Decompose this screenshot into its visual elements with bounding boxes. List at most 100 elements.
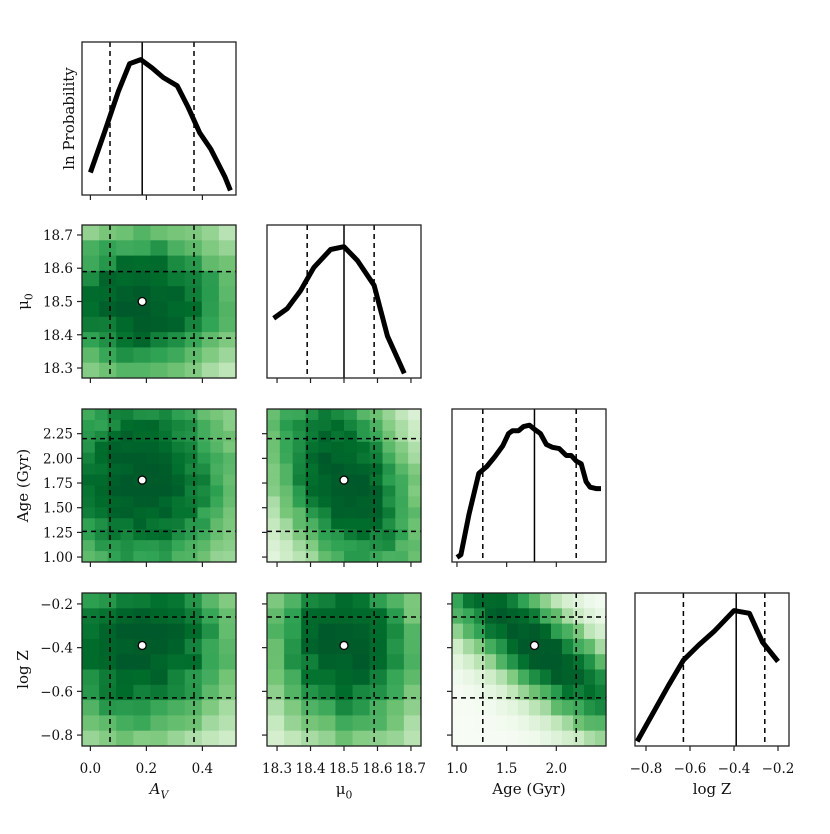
heatmap-cell: [159, 430, 173, 443]
heatmap-cell: [171, 419, 186, 432]
heatmap-cell: [94, 419, 109, 432]
heatmap-cell: [150, 730, 169, 747]
heatmap-mu-vs-av: [81, 224, 237, 379]
heatmap-cell: [292, 485, 307, 498]
heatmap-cell: [352, 669, 371, 686]
heatmap-cell: [496, 684, 508, 701]
heatmap-cell: [584, 715, 596, 732]
heatmap-cell: [540, 684, 552, 701]
heatmap-cell: [318, 518, 332, 530]
heatmap-cell: [201, 316, 220, 333]
heatmap-cell: [452, 654, 464, 671]
heatmap-cell: [595, 715, 607, 732]
heatmap-cell: [584, 608, 596, 625]
best-fit-marker: [137, 640, 147, 651]
heatmap-cell: [120, 441, 134, 454]
heatmap-cell: [133, 700, 152, 716]
heatmap-cell: [146, 529, 160, 541]
heatmap-cell: [94, 551, 109, 563]
heatmap-cell: [485, 669, 497, 686]
heatmap-cell: [116, 684, 134, 701]
heatmap-cell: [369, 654, 388, 671]
heatmap-cell: [120, 452, 134, 465]
heatmap-cell: [107, 441, 122, 454]
heatmap-cell: [496, 623, 508, 640]
heatmap-cell: [507, 684, 519, 701]
heatmap-cell: [595, 654, 607, 671]
heatmap-cell: [403, 684, 422, 701]
heatmap-age-vs-av: [81, 408, 237, 563]
heatmap-cell: [344, 419, 358, 432]
x-tick-label: 18.7: [396, 761, 426, 777]
heatmap-cell: [485, 623, 497, 640]
heatmap-cell: [99, 638, 117, 655]
heatmap-cell: [116, 700, 134, 716]
heatmap-cell: [382, 452, 396, 465]
heatmap-cell: [223, 419, 237, 432]
panel-frame: [634, 592, 790, 747]
heatmap-cell: [116, 715, 134, 732]
heatmap-cell: [301, 593, 319, 609]
heatmap-cell: [382, 430, 396, 443]
best-fit-marker: [137, 296, 147, 307]
heatmap-cell: [197, 452, 211, 465]
heatmap-cell: [120, 540, 134, 552]
heatmap-cell: [496, 654, 508, 671]
x-tick-label: 18.5: [329, 761, 359, 777]
heatmap-cell: [150, 593, 169, 609]
heatmap-cell: [150, 669, 169, 686]
heatmap-cell: [133, 593, 152, 609]
heatmap-cell: [146, 441, 160, 454]
heatmap-cell: [335, 669, 354, 686]
heatmap-cell: [382, 507, 396, 519]
heatmap-cell: [305, 474, 319, 487]
heatmap-cell: [133, 463, 147, 476]
heatmap-cell: [116, 623, 134, 640]
heatmap-cell: [218, 684, 237, 701]
heatmap-cell: [99, 347, 117, 364]
heatmap-cell: [279, 409, 294, 421]
heatmap-cell: [184, 593, 203, 609]
heatmap-cell: [171, 518, 186, 530]
heatmap-cell: [120, 529, 134, 541]
heatmap-cell: [99, 316, 117, 333]
heatmap-cell: [184, 332, 203, 348]
heatmap-cell: [218, 730, 237, 747]
heatmap-cell: [120, 551, 134, 563]
heatmap-cell: [318, 715, 337, 732]
heatmap-cell: [382, 419, 396, 432]
heatmap-cell: [82, 362, 100, 379]
heatmap-cell: [452, 730, 464, 747]
heatmap-cell: [167, 715, 186, 732]
heatmap-cell: [107, 529, 122, 541]
heatmap-cell: [116, 225, 134, 241]
heatmap-cell: [305, 485, 319, 498]
heatmap-cell: [284, 684, 302, 701]
heatmap-cell: [386, 669, 405, 686]
heatmap-cell: [382, 441, 396, 454]
heatmap-cell: [518, 684, 530, 701]
heatmap-cell: [279, 452, 294, 465]
heatmap-cell: [201, 715, 220, 732]
heatmap-cell: [518, 730, 530, 747]
heatmap-cell: [171, 452, 186, 465]
heatmap-cell: [573, 593, 585, 609]
heatmap-cell: [395, 474, 409, 487]
heatmap-cell: [386, 608, 405, 625]
heatmap-cell: [267, 623, 285, 640]
heatmap-cell: [82, 452, 96, 465]
heatmap-cell: [197, 551, 211, 563]
heatmap-cell: [120, 474, 134, 487]
heatmap-cell: [223, 507, 237, 519]
heatmap-cell: [331, 452, 345, 465]
heatmap-cell: [201, 301, 220, 318]
heatmap-cell: [540, 700, 552, 716]
heatmap-cell: [507, 638, 519, 655]
heatmap-cell: [82, 608, 100, 625]
heatmap-cell: [184, 463, 199, 476]
heatmap-cell: [167, 623, 186, 640]
heatmap-cell: [210, 507, 224, 519]
heatmap-cell: [408, 452, 422, 465]
x-tick-label: 2.0: [546, 761, 567, 777]
heatmap-cell: [352, 684, 371, 701]
